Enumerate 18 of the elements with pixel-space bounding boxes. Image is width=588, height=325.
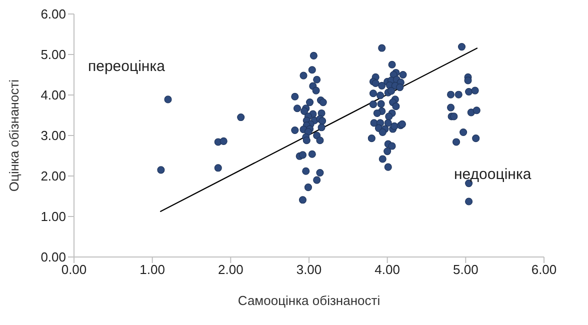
x-axis-title: Самооцінка обізнаності: [238, 293, 380, 308]
annotation: переоцінка: [88, 58, 165, 75]
x-tick-label: 6.00: [531, 262, 557, 278]
annotation: недооцінка: [454, 166, 532, 183]
y-tick-label: 3.00: [40, 128, 66, 144]
y-tick-label: 0.00: [40, 250, 66, 265]
x-tick-label: 1.00: [140, 262, 165, 278]
y-tick-label: 2.00: [40, 168, 66, 184]
x-tick-label: 2.00: [218, 262, 244, 278]
y-axis-title: Оцінка обізнаності: [6, 79, 22, 192]
x-tick-label: 5.00: [453, 262, 478, 278]
x-tick-label: 0.00: [61, 262, 87, 278]
y-tick-label: 1.00: [40, 209, 66, 224]
y-tick-label: 5.00: [40, 47, 66, 62]
y-tick-label: 6.00: [40, 6, 66, 22]
x-tick-label: 4.00: [374, 262, 400, 278]
y-tick-label: 4.00: [40, 88, 66, 103]
x-tick-label: 3.00: [296, 262, 322, 278]
